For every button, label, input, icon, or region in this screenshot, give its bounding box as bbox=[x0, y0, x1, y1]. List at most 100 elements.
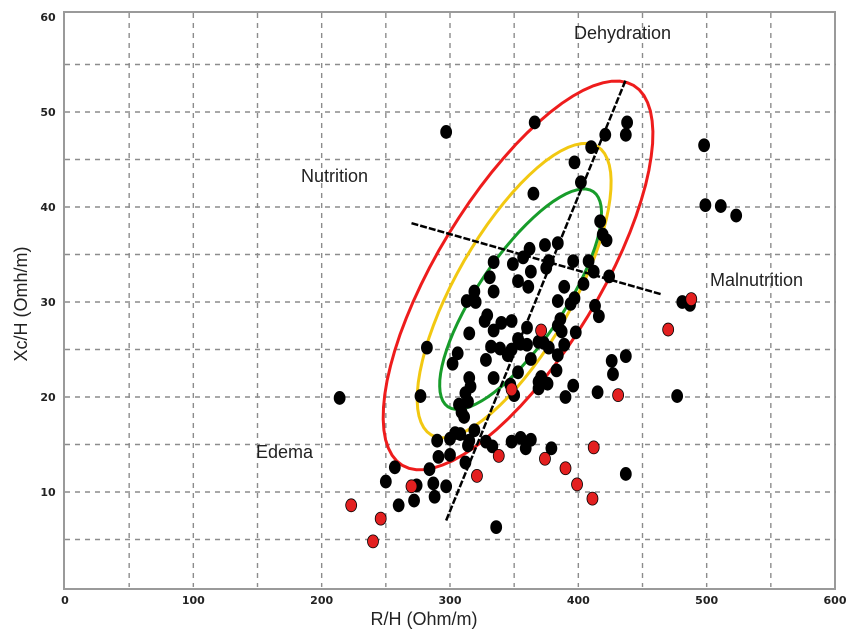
data-point bbox=[551, 364, 562, 377]
data-point bbox=[415, 390, 426, 403]
data-point bbox=[699, 139, 710, 152]
y-axis-title: Xc/H (Omh/m) bbox=[11, 247, 31, 362]
region-label-malnutrition: Malnutrition bbox=[710, 270, 803, 290]
data-point bbox=[424, 463, 435, 476]
data-point bbox=[513, 275, 524, 288]
data-point bbox=[459, 410, 470, 423]
data-point bbox=[533, 382, 544, 395]
data-point bbox=[334, 391, 345, 404]
data-point bbox=[552, 295, 563, 308]
data-point bbox=[480, 353, 491, 366]
data-point bbox=[600, 128, 611, 141]
data-point bbox=[620, 467, 631, 480]
data-point bbox=[428, 477, 439, 490]
data-point bbox=[409, 494, 420, 507]
region-label-nutrition: Nutrition bbox=[301, 166, 368, 186]
data-point bbox=[592, 386, 603, 399]
data-point bbox=[421, 341, 432, 354]
data-point bbox=[523, 280, 534, 293]
data-point bbox=[560, 391, 571, 404]
data-point bbox=[506, 315, 517, 328]
data-point bbox=[525, 265, 536, 278]
y-tick-label: 20 bbox=[40, 391, 56, 404]
data-point bbox=[507, 258, 518, 271]
data-point bbox=[488, 372, 499, 385]
data-point bbox=[441, 480, 452, 493]
data-point bbox=[572, 478, 583, 491]
data-point bbox=[715, 200, 726, 213]
data-point bbox=[593, 310, 604, 323]
data-point bbox=[622, 116, 633, 129]
data-point bbox=[560, 462, 571, 475]
data-point bbox=[522, 321, 533, 334]
data-point bbox=[445, 432, 456, 445]
data-point bbox=[588, 265, 599, 278]
data-point bbox=[604, 270, 615, 283]
data-point bbox=[479, 315, 490, 328]
data-point bbox=[433, 450, 444, 463]
data-point bbox=[518, 251, 529, 264]
data-point bbox=[488, 256, 499, 269]
y-tick-label: 10 bbox=[40, 486, 56, 499]
x-tick-label: 200 bbox=[310, 594, 333, 607]
data-point bbox=[462, 439, 473, 452]
data-point bbox=[613, 389, 624, 402]
data-point bbox=[406, 480, 417, 493]
data-point bbox=[484, 271, 495, 284]
data-point bbox=[513, 366, 524, 379]
data-point bbox=[380, 475, 391, 488]
data-point bbox=[595, 215, 606, 228]
data-point bbox=[525, 353, 536, 366]
data-point bbox=[464, 327, 475, 340]
data-point bbox=[586, 141, 597, 154]
data-point bbox=[663, 323, 674, 336]
data-point bbox=[620, 128, 631, 141]
region-label-edema: Edema bbox=[256, 442, 314, 462]
x-tick-label: 300 bbox=[439, 594, 462, 607]
data-point bbox=[731, 209, 742, 222]
data-point bbox=[620, 350, 631, 363]
y-tick-label: 40 bbox=[40, 201, 56, 214]
data-point bbox=[607, 368, 618, 381]
data-point bbox=[441, 125, 452, 138]
data-point bbox=[375, 512, 386, 525]
data-point bbox=[491, 521, 502, 534]
data-point bbox=[552, 237, 563, 250]
data-point bbox=[578, 277, 589, 290]
data-point bbox=[568, 379, 579, 392]
data-point bbox=[552, 349, 563, 362]
data-point bbox=[502, 349, 513, 362]
data-point bbox=[432, 434, 443, 447]
data-point bbox=[565, 297, 576, 310]
data-point bbox=[568, 255, 579, 268]
data-point bbox=[445, 448, 456, 461]
x-tick-label: 500 bbox=[695, 594, 718, 607]
data-point bbox=[429, 490, 440, 503]
x-tick-label: 400 bbox=[567, 594, 590, 607]
data-point bbox=[488, 324, 499, 337]
plot-frame bbox=[64, 12, 835, 589]
data-point bbox=[539, 452, 550, 465]
data-point bbox=[529, 116, 540, 129]
x-tick-label: 600 bbox=[824, 594, 847, 607]
data-point bbox=[672, 390, 683, 403]
x-tick-label: 0 bbox=[61, 594, 69, 607]
data-point bbox=[536, 324, 547, 337]
data-point bbox=[541, 261, 552, 274]
data-point bbox=[471, 469, 482, 482]
data-point bbox=[460, 387, 471, 400]
data-point bbox=[470, 296, 481, 309]
data-point bbox=[686, 293, 697, 306]
data-point bbox=[368, 535, 379, 548]
data-point bbox=[346, 499, 357, 512]
data-point bbox=[488, 285, 499, 298]
y-tick-label: 50 bbox=[40, 106, 56, 119]
y-tick-label: 30 bbox=[40, 296, 56, 309]
data-point bbox=[506, 383, 517, 396]
data-point bbox=[575, 176, 586, 189]
data-point bbox=[528, 187, 539, 200]
region-label-dehydration: Dehydration bbox=[574, 23, 671, 43]
data-point bbox=[393, 499, 404, 512]
data-point bbox=[447, 357, 458, 370]
